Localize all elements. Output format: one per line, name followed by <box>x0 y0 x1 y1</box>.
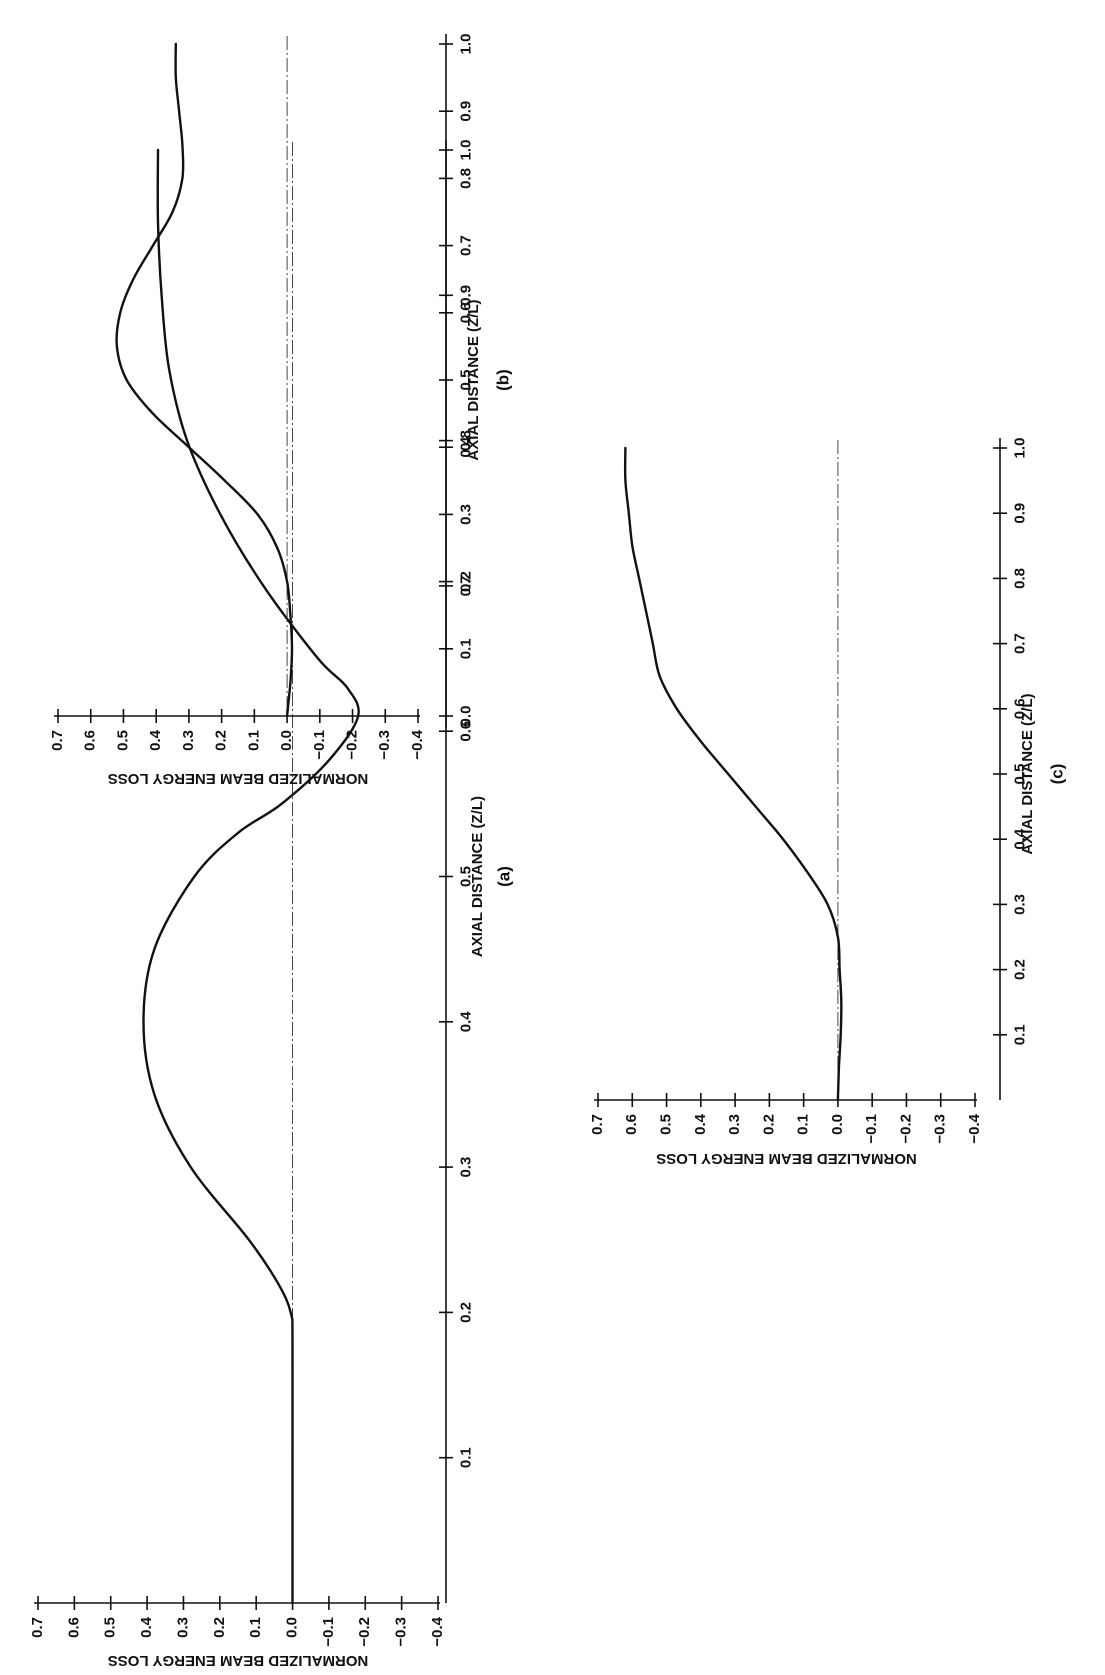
x-tick-label: 1.0 <box>1011 438 1028 459</box>
x-tick-label: 0.3 <box>1011 894 1028 915</box>
y-tick-label: 0.6 <box>82 730 99 751</box>
y-tick-label: 0.2 <box>760 1114 777 1135</box>
x-tick-label: 0.6 <box>457 302 474 323</box>
x-tick-label: 0.7 <box>457 575 474 596</box>
y-tick-label: 0.6 <box>623 1114 640 1135</box>
y-tick-label: 0.1 <box>245 730 262 751</box>
y-tick-label: 0.7 <box>29 1617 46 1638</box>
y-tick-label: 0.2 <box>213 730 230 751</box>
y-tick-label: 0.5 <box>102 1617 119 1638</box>
x-tick-label: 0.3 <box>457 1157 474 1178</box>
y-tick-label: 0.4 <box>692 1113 709 1135</box>
x-tick-label: 0.9 <box>457 101 474 122</box>
x-tick-label: 0.7 <box>1011 633 1028 654</box>
x-tick-label: 0.2 <box>457 1302 474 1323</box>
x-tick-label: 0.5 <box>1011 764 1028 785</box>
x-tick-label: 0.5 <box>457 866 474 887</box>
y-tick-label: 0.3 <box>174 1617 191 1638</box>
y-tick-label: 0.1 <box>795 1114 812 1135</box>
x-tick-label: 0.8 <box>457 168 474 189</box>
x-tick-label: 0.1 <box>457 638 474 659</box>
series-line <box>115 42 294 718</box>
y-tick-label: −0.3 <box>376 730 393 760</box>
y-tick-label: 0.2 <box>211 1617 228 1638</box>
x-tick-label: 0.8 <box>1011 568 1028 589</box>
chart-panel-b: 0.00.10.20.30.40.50.60.70.80.91.00.7 0.6 0… <box>49 34 513 787</box>
x-tick-label: 0.2 <box>1011 959 1028 980</box>
y-tick-label: 0.0 <box>284 1617 301 1638</box>
y-axis-title: NORMALIZED BEAM ENERGY LOSS <box>108 1652 369 1669</box>
y-tick-label: 0.1 <box>247 1617 264 1638</box>
x-tick-label: 0.8 <box>457 430 474 451</box>
y-axis-title: NORMALIZED BEAM ENERGY LOSS <box>108 770 369 787</box>
x-tick-label: 0.6 <box>1011 698 1028 719</box>
chart-panel-a: 0.1 0.2 0.3 0.4 0.5 0.6 0.7 0.8 0.9 1.0 0.7 0.6 0.5 0… <box>29 140 514 1669</box>
x-tick-label: 1.0 <box>457 34 474 55</box>
y-tick-label: 0.4 <box>147 729 164 751</box>
y-tick-label: −0.2 <box>356 1617 373 1647</box>
y-tick-label: 0.7 <box>49 730 66 751</box>
y-tick-label: 0.3 <box>726 1114 743 1135</box>
y-axis-title: NORMALIZED BEAM ENERGY LOSS <box>656 1150 917 1167</box>
y-tick-label: 0.5 <box>658 1114 675 1135</box>
series-line <box>142 148 360 1605</box>
y-tick-label: −0.1 <box>863 1114 880 1144</box>
x-tick-label: 0.4 <box>457 1011 474 1033</box>
x-tick-label: 0.2 <box>457 571 474 592</box>
x-tick-label: 0.9 <box>457 285 474 306</box>
panel-label: (b) <box>493 369 512 391</box>
x-tick-label: 1.0 <box>457 140 474 161</box>
x-tick-label: 0.4 <box>1011 828 1028 850</box>
panel-label: (a) <box>494 866 513 887</box>
y-tick-label: 0.7 <box>589 1114 606 1135</box>
y-tick-label: 0.5 <box>114 730 131 751</box>
y-tick-label: −0.3 <box>393 1617 410 1647</box>
x-tick-label: 0.7 <box>457 235 474 256</box>
y-tick-label: 0.0 <box>278 730 295 751</box>
y-tick-label: −0.3 <box>932 1114 949 1144</box>
y-tick-label: −0.1 <box>311 730 328 760</box>
x-tick-label: 0.0 <box>457 706 474 727</box>
y-tick-label: −0.4 <box>409 729 426 759</box>
y-tick-label: −0.2 <box>897 1114 914 1144</box>
panel-label: (c) <box>1047 764 1066 785</box>
x-axis-title: AXIAL DISTANCE (Z/L) <box>1019 693 1036 854</box>
x-axis-title: AXIAL DISTANCE (Z/L) <box>465 299 482 460</box>
x-tick-label: 0.6 <box>457 721 474 742</box>
x-tick-label: 0.4 <box>457 436 474 458</box>
y-tick-label: −0.4 <box>429 1616 446 1646</box>
y-tick-label: −0.2 <box>344 730 361 760</box>
y-tick-label: −0.4 <box>966 1113 983 1143</box>
series-line <box>623 446 843 1102</box>
chart-panel-c: 0.1 0.2 0.3 0.4 0.5 0.6 0.7 0.8 0.9 1.0 0.7 0.6 0.5 0… <box>589 438 1067 1167</box>
y-tick-label: −0.1 <box>320 1617 337 1647</box>
y-tick-label: 0.6 <box>65 1617 82 1638</box>
x-tick-label: 0.9 <box>1011 503 1028 524</box>
y-tick-label: 0.3 <box>180 730 197 751</box>
x-tick-label: 0.3 <box>457 504 474 525</box>
y-tick-label: 0.0 <box>829 1114 846 1135</box>
x-tick-label: 0.5 <box>457 370 474 391</box>
x-axis-title: AXIAL DISTANCE (Z/L) <box>469 796 486 957</box>
x-tick-label: 0.1 <box>1011 1024 1028 1045</box>
y-tick-label: 0.4 <box>138 1616 155 1638</box>
x-tick-label: 0.1 <box>457 1447 474 1468</box>
